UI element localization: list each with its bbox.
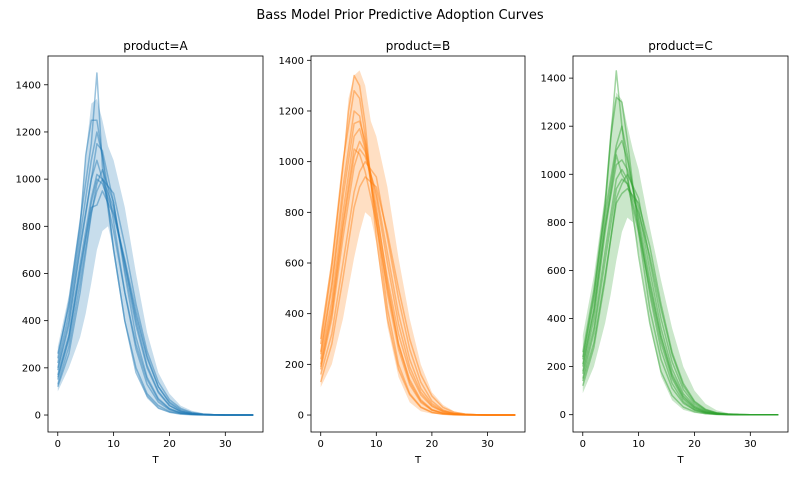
x-tick-label: 20 (163, 439, 176, 450)
series-line-6 (582, 178, 779, 416)
x-tick-label: 30 (219, 439, 232, 450)
series-line-4 (319, 120, 516, 416)
figure-title: Bass Model Prior Predictive Adoption Cur… (256, 8, 544, 23)
series-line-4 (582, 125, 779, 416)
x-axis-label: T (414, 455, 422, 466)
y-tick-label: 800 (285, 208, 304, 219)
series-line-3 (319, 160, 516, 416)
axes-frame (572, 55, 789, 433)
y-tick-label: 1400 (541, 74, 566, 85)
series-line-8 (57, 178, 254, 416)
y-tick-label: 800 (22, 222, 41, 233)
series-line-1 (582, 154, 779, 416)
subplot-2: 0 10 20 30 0 200 400 600 800 1000 1200 1400 product=… (279, 39, 526, 466)
series-line-7 (319, 148, 516, 416)
y-tick-label: 1200 (279, 106, 304, 117)
series-line-10 (57, 178, 254, 416)
y-tick-label: 1000 (279, 157, 304, 168)
axes-frame (310, 55, 526, 433)
series-line-5 (57, 131, 254, 416)
x-tick-label: 10 (107, 439, 120, 450)
axes-frame (47, 55, 264, 433)
x-tick-label: 10 (632, 439, 645, 450)
y-tick-label: 1400 (279, 56, 304, 67)
series-line-1 (319, 74, 516, 416)
series-line-8 (582, 168, 779, 416)
y-tick-label: 1400 (16, 80, 41, 91)
uncertainty-band (320, 70, 516, 416)
y-tick-label: 400 (547, 314, 566, 325)
series-line-10 (319, 140, 516, 416)
y-tick-label: 600 (285, 259, 304, 270)
series-line-6 (57, 173, 254, 416)
subplot-1: 0 10 20 30 0 200 400 600 800 1000 1200 1400 product=… (16, 39, 264, 466)
y-tick-label: 1200 (541, 122, 566, 133)
x-tick-label: 30 (744, 439, 757, 450)
subplot-title: product=C (648, 39, 713, 53)
plot-area (57, 72, 254, 416)
x-tick-label: 20 (688, 439, 701, 450)
x-tick-label: 0 (318, 439, 324, 450)
y-tick-label: 200 (547, 362, 566, 373)
series-line-9 (319, 110, 516, 416)
series-line-3 (57, 142, 254, 416)
y-tick-label: 400 (285, 309, 304, 320)
uncertainty-band (582, 92, 779, 415)
y-tick-label: 200 (22, 363, 41, 374)
series-line-5 (319, 176, 516, 416)
series-line-7 (57, 72, 254, 416)
series-line-2 (57, 119, 254, 416)
series-line-10 (582, 187, 779, 416)
y-tick-label: 0 (560, 410, 566, 421)
x-axis-label: T (151, 455, 159, 466)
y-tick-label: 800 (547, 218, 566, 229)
subplot-title: product=B (386, 39, 450, 53)
series-line-9 (57, 159, 254, 416)
subplot-3: 0 10 20 30 0 200 400 600 800 1000 1200 1400 product=… (541, 39, 789, 466)
plot-area (319, 70, 516, 416)
series-line-2 (582, 96, 779, 416)
x-axis-label: T (676, 455, 684, 466)
y-tick-label: 0 (35, 411, 41, 422)
y-tick-label: 1000 (16, 175, 41, 186)
y-tick-label: 400 (22, 316, 41, 327)
x-tick-label: 0 (580, 439, 586, 450)
series-line-7 (582, 159, 779, 416)
series-line-1 (57, 190, 254, 416)
series-line-2 (319, 148, 516, 416)
y-tick-label: 200 (285, 360, 304, 371)
x-tick-label: 10 (370, 439, 383, 450)
y-tick-label: 600 (547, 266, 566, 277)
series-line-9 (582, 139, 779, 416)
x-tick-label: 20 (426, 439, 439, 450)
subplot-title: product=A (123, 39, 188, 53)
series-line-6 (319, 89, 516, 416)
uncertainty-band (57, 98, 254, 416)
plot-area (582, 70, 779, 416)
series-line-3 (582, 173, 779, 416)
y-tick-label: 1000 (541, 170, 566, 181)
series-line-8 (319, 127, 516, 416)
x-tick-label: 30 (481, 439, 494, 450)
x-tick-label: 0 (55, 439, 61, 450)
series-line-4 (57, 168, 254, 416)
y-tick-label: 1200 (16, 127, 41, 138)
series-line-5 (582, 70, 779, 416)
y-tick-label: 0 (298, 411, 304, 422)
y-tick-label: 600 (22, 269, 41, 280)
